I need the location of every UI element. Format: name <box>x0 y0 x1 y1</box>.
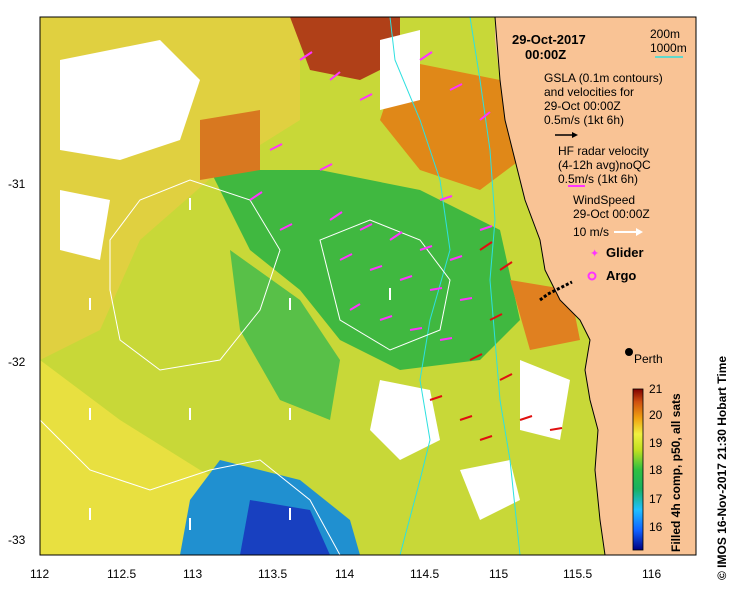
x-tick-label: 112 <box>30 567 49 581</box>
colorbar-tick: 16 <box>649 520 663 534</box>
y-axis: -31 -32 -33 <box>8 177 26 547</box>
x-tick-label: 113.5 <box>258 567 287 581</box>
colorbar-tick: 21 <box>649 382 663 396</box>
colorbar-tick: 18 <box>649 463 663 477</box>
gsla-contour-1 <box>109 179 281 371</box>
cloud-patch-3 <box>60 190 110 260</box>
y-tick-label: -33 <box>8 533 26 547</box>
glider-label: Glider <box>606 245 644 260</box>
cloud-patch-6 <box>520 360 570 440</box>
gsla-legend-line2: and velocities for <box>544 85 634 99</box>
hf-legend-line1: HF radar velocity <box>558 144 649 158</box>
sst-orange-west <box>200 110 260 180</box>
x-tick-label: 114 <box>335 567 354 581</box>
x-tick-label: 113 <box>183 567 202 581</box>
nearshore-vectors <box>429 241 563 441</box>
sst-hot-north <box>290 17 400 80</box>
gsla-legend-line1: GSLA (0.1m contours) <box>544 71 663 85</box>
city-label: Perth <box>634 352 663 366</box>
coastline <box>494 17 606 555</box>
isobath-1000-label: 1000m <box>650 41 687 55</box>
cloud-patch-4 <box>370 380 440 460</box>
plot-frame <box>39 16 697 556</box>
colorbar-tick: 17 <box>649 492 663 506</box>
map-time: 00:00Z <box>525 47 566 62</box>
hf-radar-vectors <box>249 51 493 341</box>
colorbar <box>632 388 644 551</box>
wind-arrowhead-icon <box>636 228 643 236</box>
sst-green-band <box>230 250 340 420</box>
gsla-contour-3 <box>40 419 341 555</box>
gsla-legend-line3: 29-Oct 00:00Z <box>544 99 621 113</box>
colorbar-tick: 19 <box>649 436 663 450</box>
y-tick-label: -32 <box>8 355 26 369</box>
cloud-patch-2 <box>380 30 420 110</box>
colorbar-tick: 20 <box>649 408 663 422</box>
x-axis: 112 112.5 113 113.5 114 114.5 115 115.5 … <box>30 567 661 581</box>
cloud-patch-1 <box>60 40 200 160</box>
sst-cold-core <box>240 500 330 555</box>
glider-track <box>539 280 573 302</box>
x-tick-label: 116 <box>642 567 661 581</box>
isobath-1000m <box>389 17 451 555</box>
hf-legend-scale: 0.5m/s (1kt 6h) <box>558 172 638 186</box>
wind-legend-line2: 29-Oct 00:00Z <box>573 207 650 221</box>
hf-legend-line2: (4-12h avg)noQC <box>558 158 651 172</box>
map-date: 29-Oct-2017 <box>512 32 586 47</box>
x-tick-label: 115.5 <box>563 567 592 581</box>
x-tick-label: 114.5 <box>410 567 439 581</box>
wind-legend-scale: 10 m/s <box>573 225 609 239</box>
glider-icon: ✦ <box>590 247 599 260</box>
gsla-contour-2 <box>319 219 451 351</box>
land-mass <box>495 17 696 555</box>
isobath-200-label: 200m <box>650 27 680 41</box>
argo-icon <box>587 271 597 281</box>
gsla-arrowhead-icon <box>572 132 578 138</box>
gsla-legend-scale: 0.5m/s (1kt 6h) <box>544 113 624 127</box>
x-tick-label: 115 <box>489 567 508 581</box>
argo-label: Argo <box>606 268 636 283</box>
colorbar-ticks: 21 20 19 18 17 16 <box>649 382 663 534</box>
cloud-patch-5 <box>460 460 520 520</box>
imos-credit: © IMOS 16-Nov-2017 21:30 Hobart Time <box>715 356 729 580</box>
colorbar-label: Filled 4h comp, p50, all sats <box>669 393 683 552</box>
isobath-200m <box>469 17 521 555</box>
plot-area <box>40 17 696 555</box>
perth-marker <box>625 348 633 356</box>
wind-vectors <box>89 198 391 530</box>
x-tick-label: 112.5 <box>107 567 136 581</box>
y-tick-label: -31 <box>8 177 26 191</box>
wind-legend-line1: WindSpeed <box>573 193 635 207</box>
